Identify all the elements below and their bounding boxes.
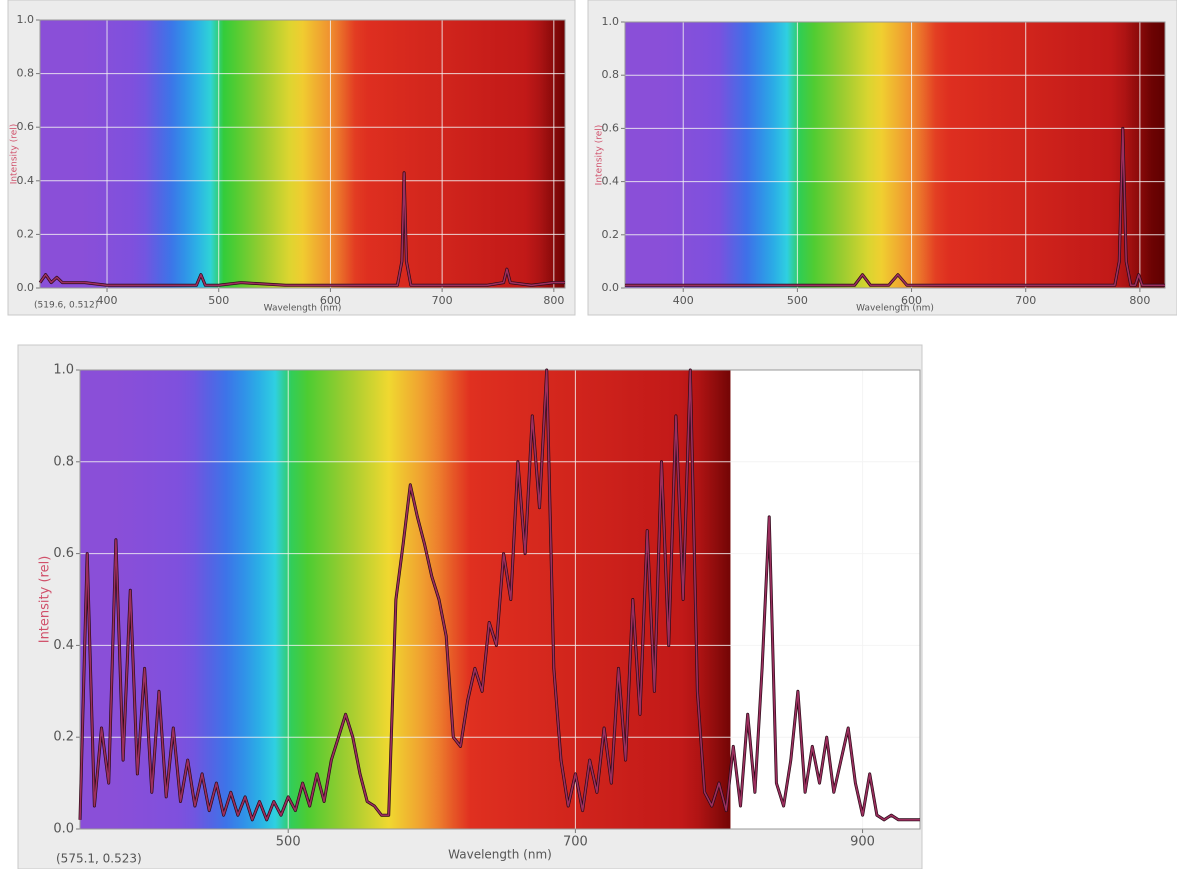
y-axis-label: Intensity (rel) xyxy=(595,125,605,186)
y-tick-label: 0.4 xyxy=(53,638,74,653)
spectrum-backdrop xyxy=(40,20,565,288)
y-tick-label: 0.0 xyxy=(602,281,620,294)
x-tick-label: 700 xyxy=(432,294,453,307)
y-tick-label: 0.2 xyxy=(53,730,74,745)
cursor-status: (575.1, 0.523) xyxy=(56,852,142,866)
x-tick-label: 700 xyxy=(563,835,588,850)
y-tick-label: 0.0 xyxy=(17,281,35,294)
y-axis-label: Intensity (rel) xyxy=(10,124,20,185)
cursor-status: (519.6, 0.512) xyxy=(34,301,98,311)
page: {"chart_data": [ {"type": "line", "x_lab… xyxy=(0,0,1177,869)
y-axis-label: Intensity (rel) xyxy=(38,556,53,644)
x-axis-label: Wavelength (nm) xyxy=(856,304,934,314)
y-tick-label: 1.0 xyxy=(602,15,620,28)
y-tick-label: 0.8 xyxy=(17,67,35,80)
y-tick-label: 0.2 xyxy=(602,228,620,241)
y-tick-label: 0.6 xyxy=(53,546,74,561)
y-tick-label: 1.0 xyxy=(17,13,35,26)
y-tick-label: 0.0 xyxy=(53,822,74,837)
x-tick-label: 800 xyxy=(543,294,564,307)
y-tick-label: 0.8 xyxy=(602,68,620,81)
x-tick-label: 500 xyxy=(208,294,229,307)
chart-panel: 0.0 0.2 0.4 0.6 0.8 1.0 500 700 900 Wavelength (n… xyxy=(18,345,922,869)
y-tick-label: 1.0 xyxy=(53,363,74,378)
spectrum-backdrop xyxy=(625,22,1165,288)
x-tick-label: 500 xyxy=(787,294,808,307)
x-tick-label: 900 xyxy=(850,835,875,850)
x-tick-label: 800 xyxy=(1129,294,1150,307)
x-tick-label: 400 xyxy=(673,294,694,307)
x-tick-label: 700 xyxy=(1015,294,1036,307)
x-axis-label: Wavelength (nm) xyxy=(448,848,552,862)
x-tick-label: 500 xyxy=(276,835,301,850)
y-tick-label: 0.8 xyxy=(53,454,74,469)
x-tick-label: 400 xyxy=(97,294,118,307)
y-tick-label: 0.2 xyxy=(17,227,35,240)
screenshot-collage: 0.00.20.40.60.81.0400500600700800Wavelen… xyxy=(0,0,1177,869)
x-axis-label: Wavelength (nm) xyxy=(264,304,342,314)
